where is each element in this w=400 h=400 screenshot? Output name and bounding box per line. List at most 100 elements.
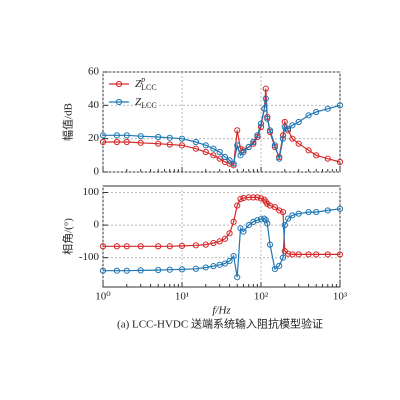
data-point — [305, 251, 312, 258]
data-point — [313, 152, 320, 159]
data-point — [295, 118, 302, 126]
data-point — [166, 243, 173, 250]
data-point — [166, 134, 173, 141]
data-point — [230, 218, 237, 225]
y-tick-label: 100 — [83, 186, 100, 198]
data-point — [276, 207, 283, 214]
legend-label: ZLCC — [135, 96, 157, 110]
data-point — [137, 133, 144, 140]
data-point — [336, 205, 344, 212]
data-point — [155, 133, 162, 141]
data-point — [257, 120, 265, 127]
data-point — [324, 207, 331, 214]
data-point — [313, 208, 320, 216]
y-tick-label: 20 — [88, 132, 100, 144]
data-point — [313, 251, 320, 258]
data-point — [324, 105, 331, 112]
data-point — [305, 208, 312, 216]
x-tick-label: 10³ — [333, 291, 348, 303]
data-point — [226, 157, 233, 164]
data-point — [313, 108, 320, 116]
data-point — [237, 195, 244, 203]
data-point — [178, 242, 186, 250]
data-point — [99, 267, 107, 274]
data-point — [155, 243, 162, 250]
data-point — [202, 142, 209, 149]
y-tick-label: 0 — [94, 219, 100, 231]
legend-marker — [115, 80, 123, 88]
data-point — [216, 148, 223, 156]
data-point — [289, 251, 296, 258]
y-tick-label: 40 — [88, 99, 100, 111]
data-point — [113, 132, 121, 139]
data-point — [234, 142, 241, 149]
data-point — [324, 155, 331, 162]
data-point — [202, 264, 209, 271]
data-point — [226, 160, 233, 167]
data-point — [305, 112, 312, 119]
x-tick-label: 10¹ — [175, 291, 189, 303]
data-point — [210, 239, 217, 247]
legend-marker — [115, 98, 123, 106]
data-point — [113, 138, 121, 146]
data-point — [289, 135, 296, 142]
data-point — [279, 254, 287, 261]
data-point — [155, 266, 162, 274]
data-point — [202, 241, 209, 248]
data-point — [262, 217, 269, 224]
data-point — [289, 212, 296, 219]
data-point — [295, 251, 302, 258]
data-point — [254, 132, 261, 139]
data-point — [281, 123, 288, 131]
data-point — [284, 215, 292, 222]
data-point — [264, 115, 271, 122]
data-point — [281, 221, 288, 229]
data-point — [271, 142, 279, 149]
data-point — [216, 238, 223, 245]
data-point — [221, 260, 229, 267]
data-point — [230, 252, 237, 260]
data-point — [210, 145, 217, 152]
data-point — [123, 132, 130, 139]
data-point — [192, 138, 200, 146]
y-axis-label: 幅值/dB — [62, 103, 75, 141]
y-axis-label: 相角/(°) — [62, 218, 75, 255]
data-point — [178, 135, 186, 142]
data-point — [226, 230, 233, 237]
data-point — [216, 155, 223, 162]
data-point — [257, 195, 265, 202]
data-point — [279, 208, 287, 216]
legend-sub: LCC — [141, 83, 157, 92]
data-point — [245, 221, 252, 229]
data-point — [192, 145, 200, 152]
data-point — [276, 262, 283, 269]
y-tick-label: 0 — [94, 166, 100, 178]
data-point — [137, 243, 144, 250]
data-point — [284, 250, 292, 257]
data-point — [226, 257, 233, 265]
data-point — [295, 210, 302, 217]
data-point — [289, 122, 296, 129]
data-point — [305, 147, 312, 154]
data-point — [202, 148, 209, 156]
data-point — [178, 266, 186, 273]
data-point — [192, 265, 200, 272]
data-point — [155, 140, 162, 147]
data-point — [261, 215, 268, 222]
data-point — [234, 127, 241, 134]
data-point — [284, 125, 292, 132]
data-point — [266, 241, 274, 248]
data-point — [221, 153, 229, 161]
data-point — [221, 235, 229, 242]
data-point — [271, 265, 279, 273]
series-line — [103, 98, 341, 165]
data-point — [123, 243, 130, 250]
data-point — [261, 105, 268, 112]
data-point — [336, 251, 344, 258]
legend-name: Z — [135, 96, 142, 108]
legend-name: Z — [135, 78, 142, 90]
data-point — [210, 152, 217, 159]
data-point — [137, 139, 144, 146]
data-point — [99, 132, 107, 139]
